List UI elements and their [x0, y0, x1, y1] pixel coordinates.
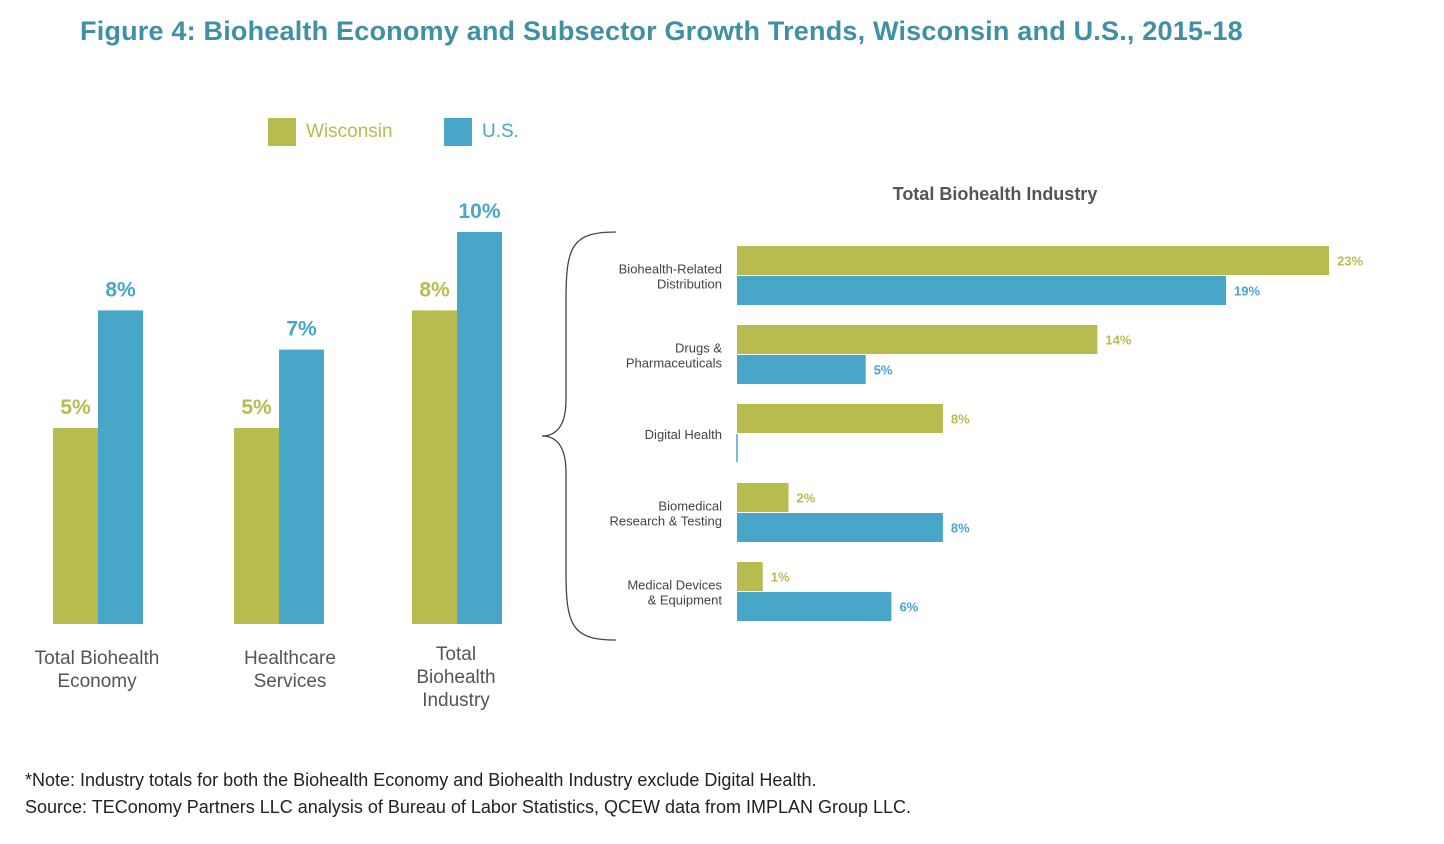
- curly-brace: [541, 231, 617, 641]
- hbar-us-4: [737, 592, 892, 621]
- category-label-0-1: Economy: [57, 671, 137, 692]
- data-label-us-0: 8%: [105, 278, 136, 301]
- legend-label-us: U.S.: [482, 121, 519, 142]
- hbar-label-wisconsin-1: 14%: [1105, 333, 1131, 348]
- bar-us-0: [98, 310, 143, 624]
- bar-wisconsin-0: [53, 428, 98, 624]
- hbar-label-wisconsin-4: 1%: [771, 570, 790, 585]
- hbar-category-label-3-1: Research & Testing: [610, 514, 723, 529]
- category-label-1-0: Healthcare: [244, 648, 336, 669]
- legend-item-us: U.S.: [444, 118, 519, 146]
- horizontal-bar-chart: Total Biohealth Industry 23% 19% Biohealth-…: [610, 184, 1363, 621]
- hbar-label-wisconsin-3: 2%: [796, 491, 815, 506]
- vertical-bar-chart: 5%8%Total BiohealthEconomy5%7%Healthcare…: [35, 200, 502, 711]
- legend-swatch-wisconsin: [268, 118, 296, 146]
- category-label-0-0: Total Biohealth: [35, 648, 160, 669]
- data-label-wisconsin-1: 5%: [241, 396, 272, 419]
- hbar-wisconsin-3: [737, 483, 789, 512]
- hbar-category-label-2-0: Digital Health: [645, 427, 722, 442]
- data-label-us-1: 7%: [286, 318, 317, 341]
- data-label-wisconsin-0: 5%: [60, 396, 91, 419]
- category-label-2-2: Industry: [422, 690, 490, 711]
- hbar-category-label-4-0: Medical Devices: [627, 578, 722, 593]
- hbar-category-label-0-1: Distribution: [657, 277, 722, 292]
- hbar-us-1: [737, 355, 866, 384]
- hbar-label-wisconsin-0: 23%: [1337, 254, 1363, 269]
- bar-us-1: [279, 349, 324, 624]
- data-label-wisconsin-2: 8%: [419, 278, 450, 301]
- hbar-wisconsin-4: [737, 562, 763, 591]
- hbar-wisconsin-0: [737, 246, 1330, 275]
- hbar-label-us-3: 8%: [951, 521, 970, 536]
- category-label-2-1: Biohealth: [416, 667, 495, 688]
- hbar-label-us-0: 19%: [1234, 284, 1260, 299]
- bar-us-2: [457, 232, 502, 624]
- hbar-category-label-1-0: Drugs &: [675, 341, 722, 356]
- legend-swatch-us: [444, 118, 472, 146]
- hbar-us-0: [737, 276, 1227, 305]
- data-label-us-2: 10%: [458, 200, 500, 223]
- bar-wisconsin-1: [234, 428, 279, 624]
- hbar-wisconsin-2: [737, 404, 943, 433]
- legend-label-wisconsin: Wisconsin: [306, 121, 393, 142]
- footnote: *Note: Industry totals for both the Bioh…: [25, 770, 817, 790]
- hbar-label-wisconsin-2: 8%: [951, 412, 970, 427]
- subchart-title: Total Biohealth Industry: [893, 184, 1098, 204]
- category-label-1-1: Services: [254, 671, 327, 692]
- legend-item-wisconsin: Wisconsin: [268, 118, 393, 146]
- hbar-category-label-3-0: Biomedical: [658, 499, 722, 514]
- hbar-wisconsin-1: [737, 325, 1098, 354]
- bar-wisconsin-2: [412, 310, 457, 624]
- chart-canvas: 5%8%Total BiohealthEconomy5%7%Healthcare…: [35, 184, 1364, 711]
- hbar-category-label-1-1: Pharmaceuticals: [626, 356, 723, 371]
- chart-title: Figure 4: Biohealth Economy and Subsecto…: [80, 16, 1243, 46]
- hbar-category-label-0-0: Biohealth-Related: [619, 262, 722, 277]
- hbar-label-us-1: 5%: [874, 363, 893, 378]
- hbar-us-3: [737, 513, 943, 542]
- category-label-2-0: Total: [436, 644, 476, 665]
- hbar-label-us-4: 6%: [899, 600, 918, 615]
- source-note: Source: TEConomy Partners LLC analysis o…: [25, 797, 912, 817]
- hbar-category-label-4-1: & Equipment: [648, 593, 723, 608]
